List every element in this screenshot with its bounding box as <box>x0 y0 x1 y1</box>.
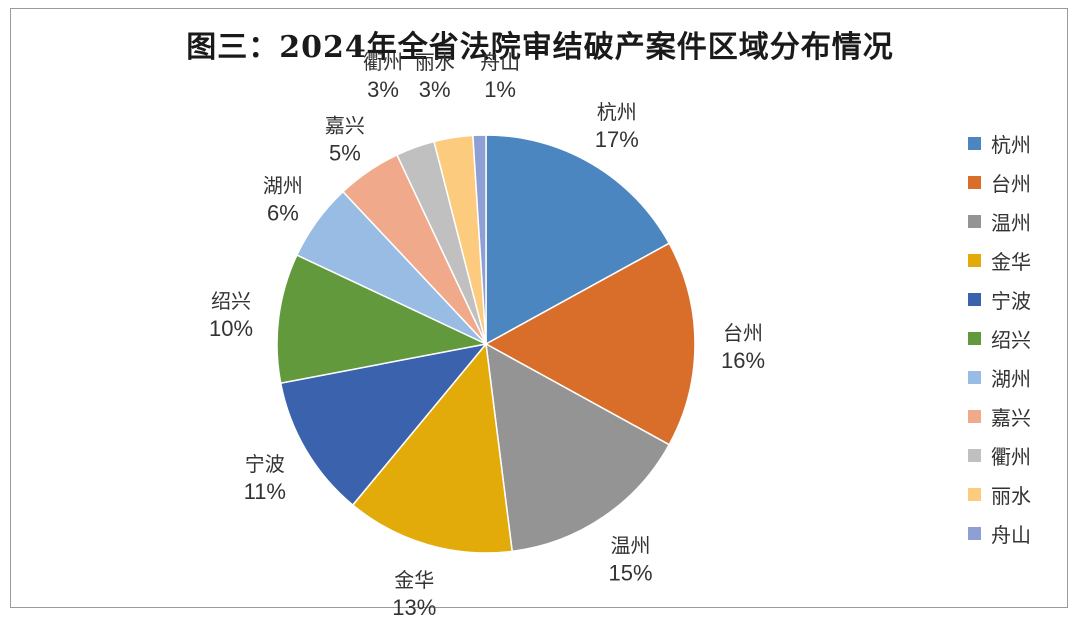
legend-item-3: 金华 <box>968 241 1031 280</box>
legend-item-0: 杭州 <box>968 124 1031 163</box>
legend-label: 台州 <box>991 172 1031 196</box>
legend-item-1: 台州 <box>968 163 1031 202</box>
legend-label: 杭州 <box>991 133 1031 157</box>
legend-swatch <box>968 176 981 189</box>
legend-swatch <box>968 371 981 384</box>
legend-label: 湖州 <box>991 367 1031 391</box>
pie-slice-1 <box>484 242 696 446</box>
data-label-name-7: 嘉兴 <box>325 113 365 137</box>
pie-slice-4 <box>279 342 488 507</box>
data-label-value-9: 3% <box>419 77 451 102</box>
data-label-value-5: 10% <box>209 316 253 341</box>
legend-swatch <box>968 215 981 228</box>
data-label-value-2: 15% <box>608 561 652 586</box>
data-label-name-10: 舟山 <box>480 50 520 74</box>
pie-slice-0 <box>485 134 671 346</box>
legend-swatch <box>968 527 981 540</box>
data-label-value-10: 1% <box>484 77 516 102</box>
legend-label: 温州 <box>991 211 1031 235</box>
legend-item-8: 衢州 <box>968 436 1031 475</box>
legend-swatch <box>968 293 981 306</box>
data-label-name-4: 宁波 <box>245 452 285 476</box>
data-label-value-8: 3% <box>367 77 399 102</box>
data-label-value-0: 17% <box>595 127 639 152</box>
legend-item-4: 宁波 <box>968 280 1031 319</box>
legend-swatch <box>968 488 981 501</box>
data-label-name-6: 湖州 <box>263 174 303 198</box>
data-label-value-1: 16% <box>721 348 765 373</box>
pie-slice-2 <box>485 342 671 553</box>
legend-label: 嘉兴 <box>991 406 1031 430</box>
chart-legend: 杭州台州温州金华宁波绍兴湖州嘉兴衢州丽水舟山 <box>968 124 1031 553</box>
data-label-value-4: 11% <box>244 479 286 504</box>
legend-swatch <box>968 137 981 150</box>
legend-item-2: 温州 <box>968 202 1031 241</box>
data-label-name-9: 丽水 <box>415 50 455 74</box>
legend-item-9: 丽水 <box>968 475 1031 514</box>
legend-swatch <box>968 332 981 345</box>
data-label-value-7: 5% <box>329 140 361 165</box>
pie-slice-10 <box>472 134 487 345</box>
legend-swatch <box>968 410 981 423</box>
legend-label: 舟山 <box>991 523 1031 547</box>
legend-label: 衢州 <box>991 445 1031 469</box>
legend-item-6: 湖州 <box>968 358 1031 397</box>
legend-label: 宁波 <box>991 289 1031 313</box>
legend-label: 绍兴 <box>991 328 1031 352</box>
chart-title: 图三：2024年全省法院审结破产案件区域分布情况 <box>186 30 894 65</box>
legend-item-7: 嘉兴 <box>968 397 1031 436</box>
legend-swatch <box>968 254 981 267</box>
data-label-name-2: 温州 <box>611 534 651 558</box>
legend-item-5: 绍兴 <box>968 319 1031 358</box>
legend-label: 金华 <box>991 250 1031 274</box>
pie-slice-3 <box>351 342 514 554</box>
data-label-name-0: 杭州 <box>597 100 637 124</box>
data-label-value-3: 13% <box>392 595 436 618</box>
data-label-name-1: 台州 <box>723 321 763 345</box>
data-label-value-6: 6% <box>267 201 299 226</box>
data-label-name-3: 金华 <box>394 568 434 592</box>
legend-label: 丽水 <box>991 484 1031 508</box>
legend-swatch <box>968 449 981 462</box>
legend-item-10: 舟山 <box>968 514 1031 553</box>
data-label-name-5: 绍兴 <box>211 289 251 313</box>
pie-slice-5 <box>276 254 489 385</box>
data-label-name-8: 衢州 <box>363 50 403 74</box>
